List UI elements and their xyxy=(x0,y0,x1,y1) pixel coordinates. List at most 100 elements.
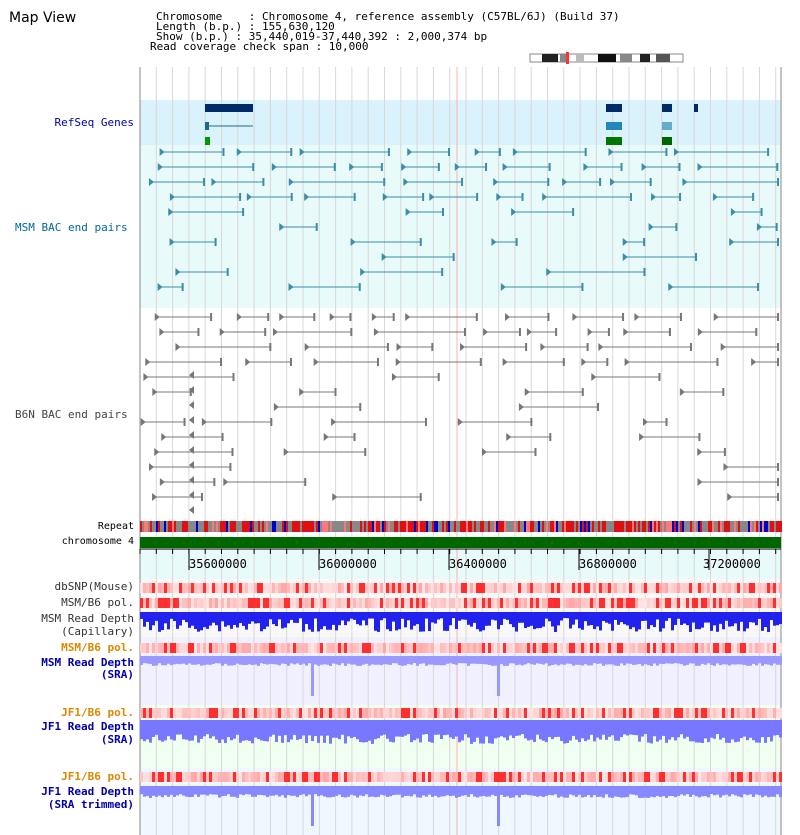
b6n-bac-pair-end xyxy=(607,328,610,336)
jf1-b6-pol-trim-cell xyxy=(644,772,647,782)
jf1-b6-pol-trim-cell xyxy=(470,772,473,782)
msm-b6-pol-cell xyxy=(635,598,638,608)
msm-read-depth-capillary-label[interactable]: MSM Read Depth xyxy=(41,612,134,625)
msm-b6-pol-cell xyxy=(686,598,689,608)
msm-capillary-depth-bar xyxy=(278,612,281,620)
jf1-b6-pol-cell xyxy=(566,708,569,718)
jf1-b6-pol-trim-cell xyxy=(506,772,509,782)
msm-b6-pol-cell xyxy=(548,598,551,608)
jf1-read-depth-sra-label[interactable]: JF1 Read Depth xyxy=(41,720,134,733)
msm-b6-pol-cell xyxy=(731,598,734,608)
msm-b6-pol-sra-cell xyxy=(473,643,476,653)
jf1-b6-pol-cell xyxy=(761,708,764,718)
repeat-element xyxy=(494,521,496,532)
b6n-bac-pair-end xyxy=(395,358,401,366)
jf1-b6-pol-cell xyxy=(302,708,305,718)
chromosome-ideogram[interactable] xyxy=(528,51,688,65)
refseq-genes-label[interactable]: RefSeq Genes xyxy=(54,116,134,129)
repeat-element xyxy=(676,521,678,532)
msm-b6-pol-cell xyxy=(692,598,695,608)
msm-capillary-depth-bar xyxy=(170,612,173,619)
jf1-b6-pol-cell xyxy=(350,708,353,718)
msm-sra-depth-bar xyxy=(746,656,749,666)
jf1-sra-depth-bar xyxy=(476,720,479,738)
jf1-b6-pol-cell xyxy=(233,708,236,718)
jf1-sra-depth-bar xyxy=(401,720,404,737)
msm-b6-pol-sra-cell xyxy=(539,643,542,653)
jf1-b6-pol-trim-cell xyxy=(338,772,341,782)
msm-b6-pol-cell xyxy=(230,598,233,608)
jf1-b6-pol-cell xyxy=(617,708,620,718)
jf1-read-depth-trimmed-label[interactable]: JF1 Read Depth xyxy=(41,785,134,798)
b6n-bac-end-pairs-label[interactable]: B6N BAC end pairs xyxy=(15,408,128,421)
b6n-bac-pair-end xyxy=(364,448,367,456)
msm-b6-pol-label[interactable]: MSM/B6 pol. xyxy=(61,596,134,609)
b6n-bac-pair-end xyxy=(231,448,234,456)
msm-capillary-depth-bar xyxy=(350,612,353,619)
jf1-sra-depth-bar xyxy=(542,720,545,741)
jf1-b6-pol-trim-cell xyxy=(311,772,314,782)
msm-sra-depth-bar xyxy=(725,656,728,665)
msm-bac-pair-end xyxy=(548,163,551,171)
b6n-bac-pair-end xyxy=(349,313,352,321)
msm-b6-pol-cell xyxy=(215,598,218,608)
jf1-sra-depth-bar xyxy=(188,720,191,741)
jf1-b6-pol-trim-cell xyxy=(731,772,734,782)
msm-capillary-depth-bar xyxy=(743,612,746,632)
msm-sra-depth-bar xyxy=(665,656,668,664)
repeat-element xyxy=(172,521,174,532)
msm-bac-pair-end xyxy=(252,163,255,171)
b6n-bac-pair-end xyxy=(323,433,329,441)
jf1-b6-pol-trimmed-label[interactable]: JF1/B6 pol. xyxy=(61,770,134,783)
dbsnp-cell xyxy=(140,583,143,593)
jf1-b6-pol-cell xyxy=(203,708,206,718)
msm-capillary-depth-bar xyxy=(590,612,593,626)
dbsnp-cell xyxy=(452,583,455,593)
dbsnp-label[interactable]: dbSNP(Mouse) xyxy=(54,580,134,593)
jf1-trim-depth-bar xyxy=(299,786,302,796)
jf1-trim-depth-bar xyxy=(419,786,422,798)
msm-capillary-depth-bar xyxy=(416,612,419,625)
msm-b6-pol-cell xyxy=(395,598,398,608)
jf1-trim-depth-bar xyxy=(611,786,614,798)
dbsnp-cell xyxy=(671,583,674,593)
msm-capillary-depth-bar xyxy=(179,612,182,626)
dbsnp-cell xyxy=(206,583,209,593)
refseq-gene xyxy=(662,104,672,112)
msm-capillary-depth-bar xyxy=(632,612,635,628)
jf1-b6-pol-trim-cell xyxy=(335,772,338,782)
jf1-b6-pol-cell xyxy=(275,708,278,718)
msm-b6-pol-cell xyxy=(314,598,317,608)
dbsnp-cell xyxy=(230,583,233,593)
repeat-element xyxy=(762,521,764,532)
msm-sra-depth-bar xyxy=(185,656,188,665)
msm-b6-pol-sra-cell xyxy=(296,643,299,653)
dbsnp-cell xyxy=(704,583,707,593)
jf1-trim-depth-bar xyxy=(422,786,425,796)
msm-b6-pol-sra-label[interactable]: MSM/B6 pol. xyxy=(61,641,134,654)
msm-bac-end-pairs-label[interactable]: MSM BAC end pairs xyxy=(15,221,128,234)
jf1-b6-pol-label[interactable]: JF1/B6 pol. xyxy=(61,706,134,719)
jf1-trim-depth-bar xyxy=(266,786,269,798)
msm-b6-pol-cell xyxy=(587,598,590,608)
jf1-b6-pol-cell xyxy=(701,708,704,718)
jf1-sra-depth-bar xyxy=(758,720,761,743)
jf1-trim-depth-bar xyxy=(677,786,680,796)
msm-sra-depth-bar xyxy=(620,656,623,664)
msm-b6-pol-cell xyxy=(602,598,605,608)
msm-capillary-depth-bar xyxy=(668,612,671,619)
msm-capillary-depth-bar xyxy=(173,612,176,622)
jf1-trim-depth-bar xyxy=(314,786,317,795)
msm-capillary-depth-bar xyxy=(680,612,683,625)
jf1-b6-pol-trim-cell xyxy=(473,772,476,782)
msm-bac-track-bg xyxy=(140,145,781,308)
msm-b6-pol-sra-cell xyxy=(575,643,578,653)
b6n-bac-pair-end xyxy=(777,478,779,486)
dbsnp-cell xyxy=(392,583,395,593)
jf1-b6-pol-trim-cell xyxy=(740,772,743,782)
b6n-bac-pair-end xyxy=(143,373,149,381)
jf1-sra-depth-bar xyxy=(464,720,467,735)
jf1-trim-depth-bar xyxy=(674,786,677,798)
msm-read-depth-sra-label[interactable]: MSM Read Depth xyxy=(41,656,134,669)
